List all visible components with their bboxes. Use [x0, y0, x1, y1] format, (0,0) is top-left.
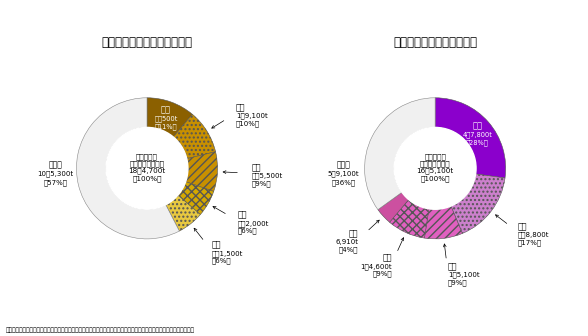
Text: 山形: 山形 — [382, 254, 392, 263]
Wedge shape — [173, 114, 216, 159]
Text: （28%）: （28%） — [466, 139, 489, 145]
Text: （9%）: （9%） — [251, 180, 271, 187]
Wedge shape — [435, 98, 506, 178]
Text: 令和３年産: 令和３年産 — [136, 154, 158, 160]
Text: 5万9,100t: 5万9,100t — [328, 171, 359, 177]
Text: 茨城: 茨城 — [236, 103, 245, 113]
Text: その他: その他 — [48, 160, 62, 169]
Text: ぶどうの都道府県別収穫量: ぶどうの都道府県別収穫量 — [393, 36, 477, 49]
Text: 群馬: 群馬 — [212, 241, 221, 250]
Text: 16万5,100t: 16万5,100t — [416, 168, 454, 174]
Text: （4%）: （4%） — [339, 247, 359, 253]
Circle shape — [106, 127, 188, 209]
Text: （9%）: （9%） — [372, 271, 392, 277]
Text: 注：統計数値及び割合については、表示単位未満を四捨五入しているため、合計値と内訳の計が一致しない場合がある。: 注：統計数値及び割合については、表示単位未満を四捨五入しているため、合計値と内訳… — [6, 327, 195, 333]
Text: 1万4,600t: 1万4,600t — [360, 263, 392, 269]
Text: 日本なしの収穫量: 日本なしの収穫量 — [129, 161, 165, 167]
Text: 栃木: 栃木 — [251, 164, 261, 172]
Text: （9%）: （9%） — [448, 279, 467, 286]
Wedge shape — [76, 98, 179, 239]
Text: 令和３年産: 令和３年産 — [424, 154, 446, 160]
Text: １万5,500t: １万5,500t — [251, 173, 283, 179]
Wedge shape — [178, 182, 213, 215]
Wedge shape — [147, 98, 192, 137]
Text: １万1,500t: １万1,500t — [212, 250, 243, 257]
Text: ２万500t: ２万500t — [155, 116, 178, 122]
Text: 6,910t: 6,910t — [336, 239, 359, 245]
Text: 長野: 長野 — [518, 222, 527, 231]
Text: （57%）: （57%） — [44, 179, 67, 186]
Circle shape — [394, 127, 476, 209]
Text: （6%）: （6%） — [238, 228, 257, 235]
Text: その他: その他 — [336, 160, 350, 169]
Wedge shape — [365, 98, 435, 210]
Text: １万2,000t: １万2,000t — [238, 220, 269, 227]
Text: （10%）: （10%） — [236, 121, 260, 127]
Text: （6%）: （6%） — [212, 258, 231, 264]
Text: 岡山: 岡山 — [448, 262, 457, 271]
Text: （100%）: （100%） — [132, 175, 162, 181]
Text: 4万7,800t: 4万7,800t — [462, 131, 492, 138]
Text: 1万5,100t: 1万5,100t — [448, 271, 479, 278]
Text: ２万8,800t: ２万8,800t — [518, 232, 549, 238]
Text: 18万4,700t: 18万4,700t — [128, 168, 166, 174]
Text: 新潟: 新潟 — [349, 229, 359, 239]
Wedge shape — [378, 192, 409, 222]
Text: 山梨: 山梨 — [472, 121, 482, 130]
Wedge shape — [390, 200, 429, 238]
Text: 日本なしの都道府県別収穫量: 日本なしの都道府県別収穫量 — [102, 36, 192, 49]
Text: 10万5,300t: 10万5,300t — [37, 171, 74, 177]
Text: ぶどうの収穫量: ぶどうの収穫量 — [420, 161, 450, 167]
Text: 千葉: 千葉 — [161, 105, 171, 114]
Text: （11%）: （11%） — [155, 123, 178, 130]
Text: 長野: 長野 — [238, 211, 247, 220]
Text: 1万9,100t: 1万9,100t — [236, 113, 268, 119]
Wedge shape — [425, 206, 462, 239]
Wedge shape — [186, 152, 218, 192]
Wedge shape — [166, 195, 201, 231]
Text: （100%）: （100%） — [420, 175, 450, 181]
Wedge shape — [451, 174, 505, 234]
Text: （17%）: （17%） — [518, 239, 542, 246]
Text: （36%）: （36%） — [331, 179, 356, 186]
